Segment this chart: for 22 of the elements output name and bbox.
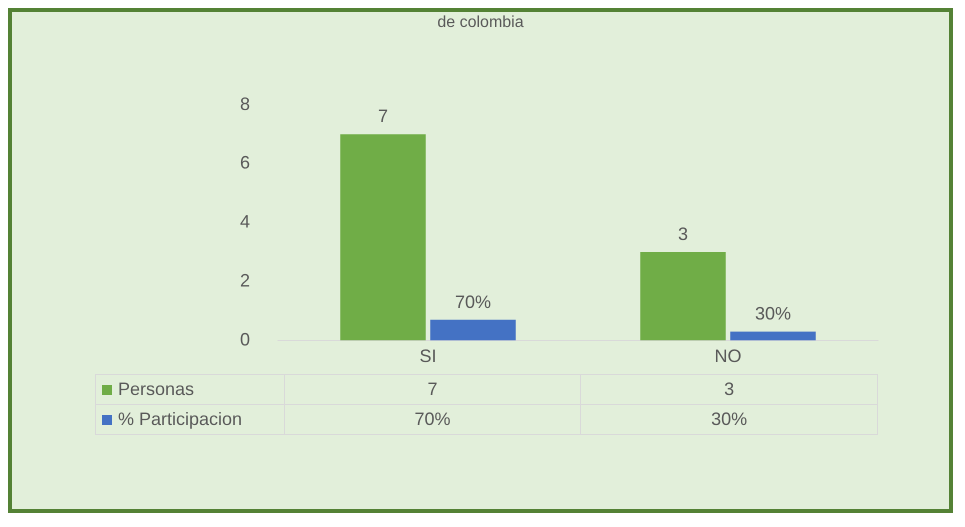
legend-label: % Participacion — [118, 409, 242, 429]
y-tick-label: 6 — [240, 152, 250, 173]
x-tick-label: SI — [419, 346, 437, 366]
data-label: 70% — [284, 404, 581, 434]
legend-label: Personas — [118, 379, 194, 399]
y-tick-label: 4 — [240, 212, 250, 232]
bar — [430, 320, 516, 340]
y-tick-label: 2 — [240, 270, 250, 290]
data-label: 7 — [284, 374, 581, 404]
data-label: 3 — [580, 374, 878, 404]
bar — [340, 134, 426, 340]
text: 3 — [678, 224, 688, 244]
y-tick-label: 8 — [240, 94, 250, 114]
text: 70% — [454, 292, 492, 312]
chart-title: de colombia — [436, 13, 525, 33]
text: 7 — [378, 106, 388, 126]
bar — [640, 252, 726, 340]
y-tick-label: 0 — [240, 329, 250, 350]
data-label: 30% — [580, 404, 878, 434]
bar — [730, 332, 816, 340]
x-tick-label: NO — [714, 346, 742, 366]
text: 30% — [754, 304, 792, 324]
